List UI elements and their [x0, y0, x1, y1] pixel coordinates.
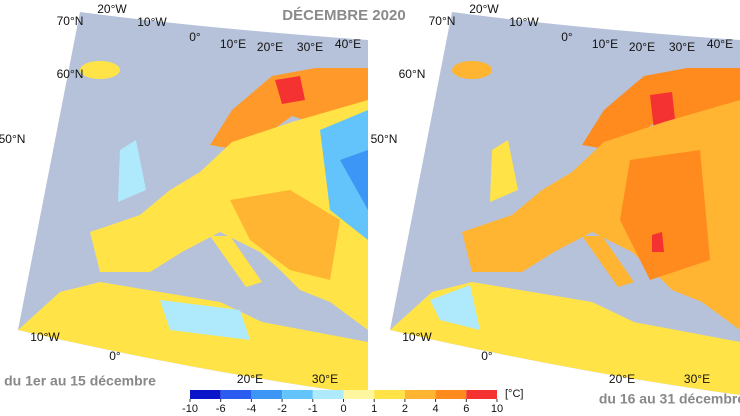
lon-label: 30°E	[312, 372, 338, 386]
legend-tick-label: 4	[433, 403, 439, 415]
lat-label: 50°N	[0, 132, 25, 146]
legend-segment	[466, 390, 497, 399]
caption: du 1er au 15 décembre	[4, 373, 156, 389]
legend-segment	[251, 390, 283, 399]
legend-tick-label: -1	[308, 403, 318, 415]
lon-label: 10°W	[509, 15, 539, 29]
lat-label: 70°N	[57, 14, 84, 28]
legend-segment	[404, 390, 436, 399]
lon-label: 10°E	[220, 37, 246, 51]
legend-tick-label: -2	[277, 403, 287, 415]
lon-label: 0°	[561, 30, 573, 44]
legend-segment	[282, 390, 313, 399]
legend-segment	[374, 390, 405, 399]
legend-unit: [°C]	[505, 388, 523, 400]
legend-segment	[435, 390, 467, 399]
lon-label: 10°E	[592, 37, 618, 51]
lon-label: 20°E	[609, 372, 635, 386]
legend-tick-label: 10	[491, 403, 503, 415]
lon-label: 0°	[189, 30, 201, 44]
legend-tick-label: 2	[402, 403, 408, 415]
lon-label: 30°E	[297, 40, 323, 54]
caption: du 16 au 31 décembre	[599, 391, 740, 407]
legend-tick-label: -4	[247, 403, 257, 415]
lon-label: 30°E	[669, 40, 695, 54]
legend-tick-label: 0	[340, 403, 346, 415]
lat-label: 50°N	[371, 132, 398, 146]
lon-label: 10°W	[402, 330, 432, 344]
legend-segment	[190, 390, 221, 399]
lon-label: 20°E	[237, 372, 263, 386]
lon-label: 20°E	[629, 40, 655, 54]
map-left	[18, 12, 368, 395]
map-right	[390, 12, 740, 395]
title: DÉCEMBRE 2020	[282, 7, 405, 24]
lon-label: 10°W	[137, 15, 167, 29]
legend-tick-label: 6	[463, 403, 469, 415]
lon-label: 20°W	[97, 2, 127, 16]
lon-label: 0°	[481, 349, 493, 363]
lon-label: 40°E	[707, 37, 733, 51]
lon-label: 10°W	[30, 330, 60, 344]
legend-segment	[343, 390, 375, 399]
lon-label: 40°E	[335, 37, 361, 51]
lon-label: 20°W	[469, 2, 499, 16]
lon-label: 0°	[109, 349, 121, 363]
legend-tick-label: -10	[182, 403, 198, 415]
lat-label: 60°N	[57, 67, 84, 81]
lon-label: 20°E	[257, 40, 283, 54]
legend-tick-label: -6	[216, 403, 226, 415]
lat-label: 70°N	[429, 14, 456, 28]
lon-label: 30°E	[684, 372, 710, 386]
lat-label: 60°N	[399, 67, 426, 81]
legend-tick-label: 1	[371, 403, 377, 415]
legend-segment	[220, 390, 252, 399]
legend-segment	[312, 390, 344, 399]
